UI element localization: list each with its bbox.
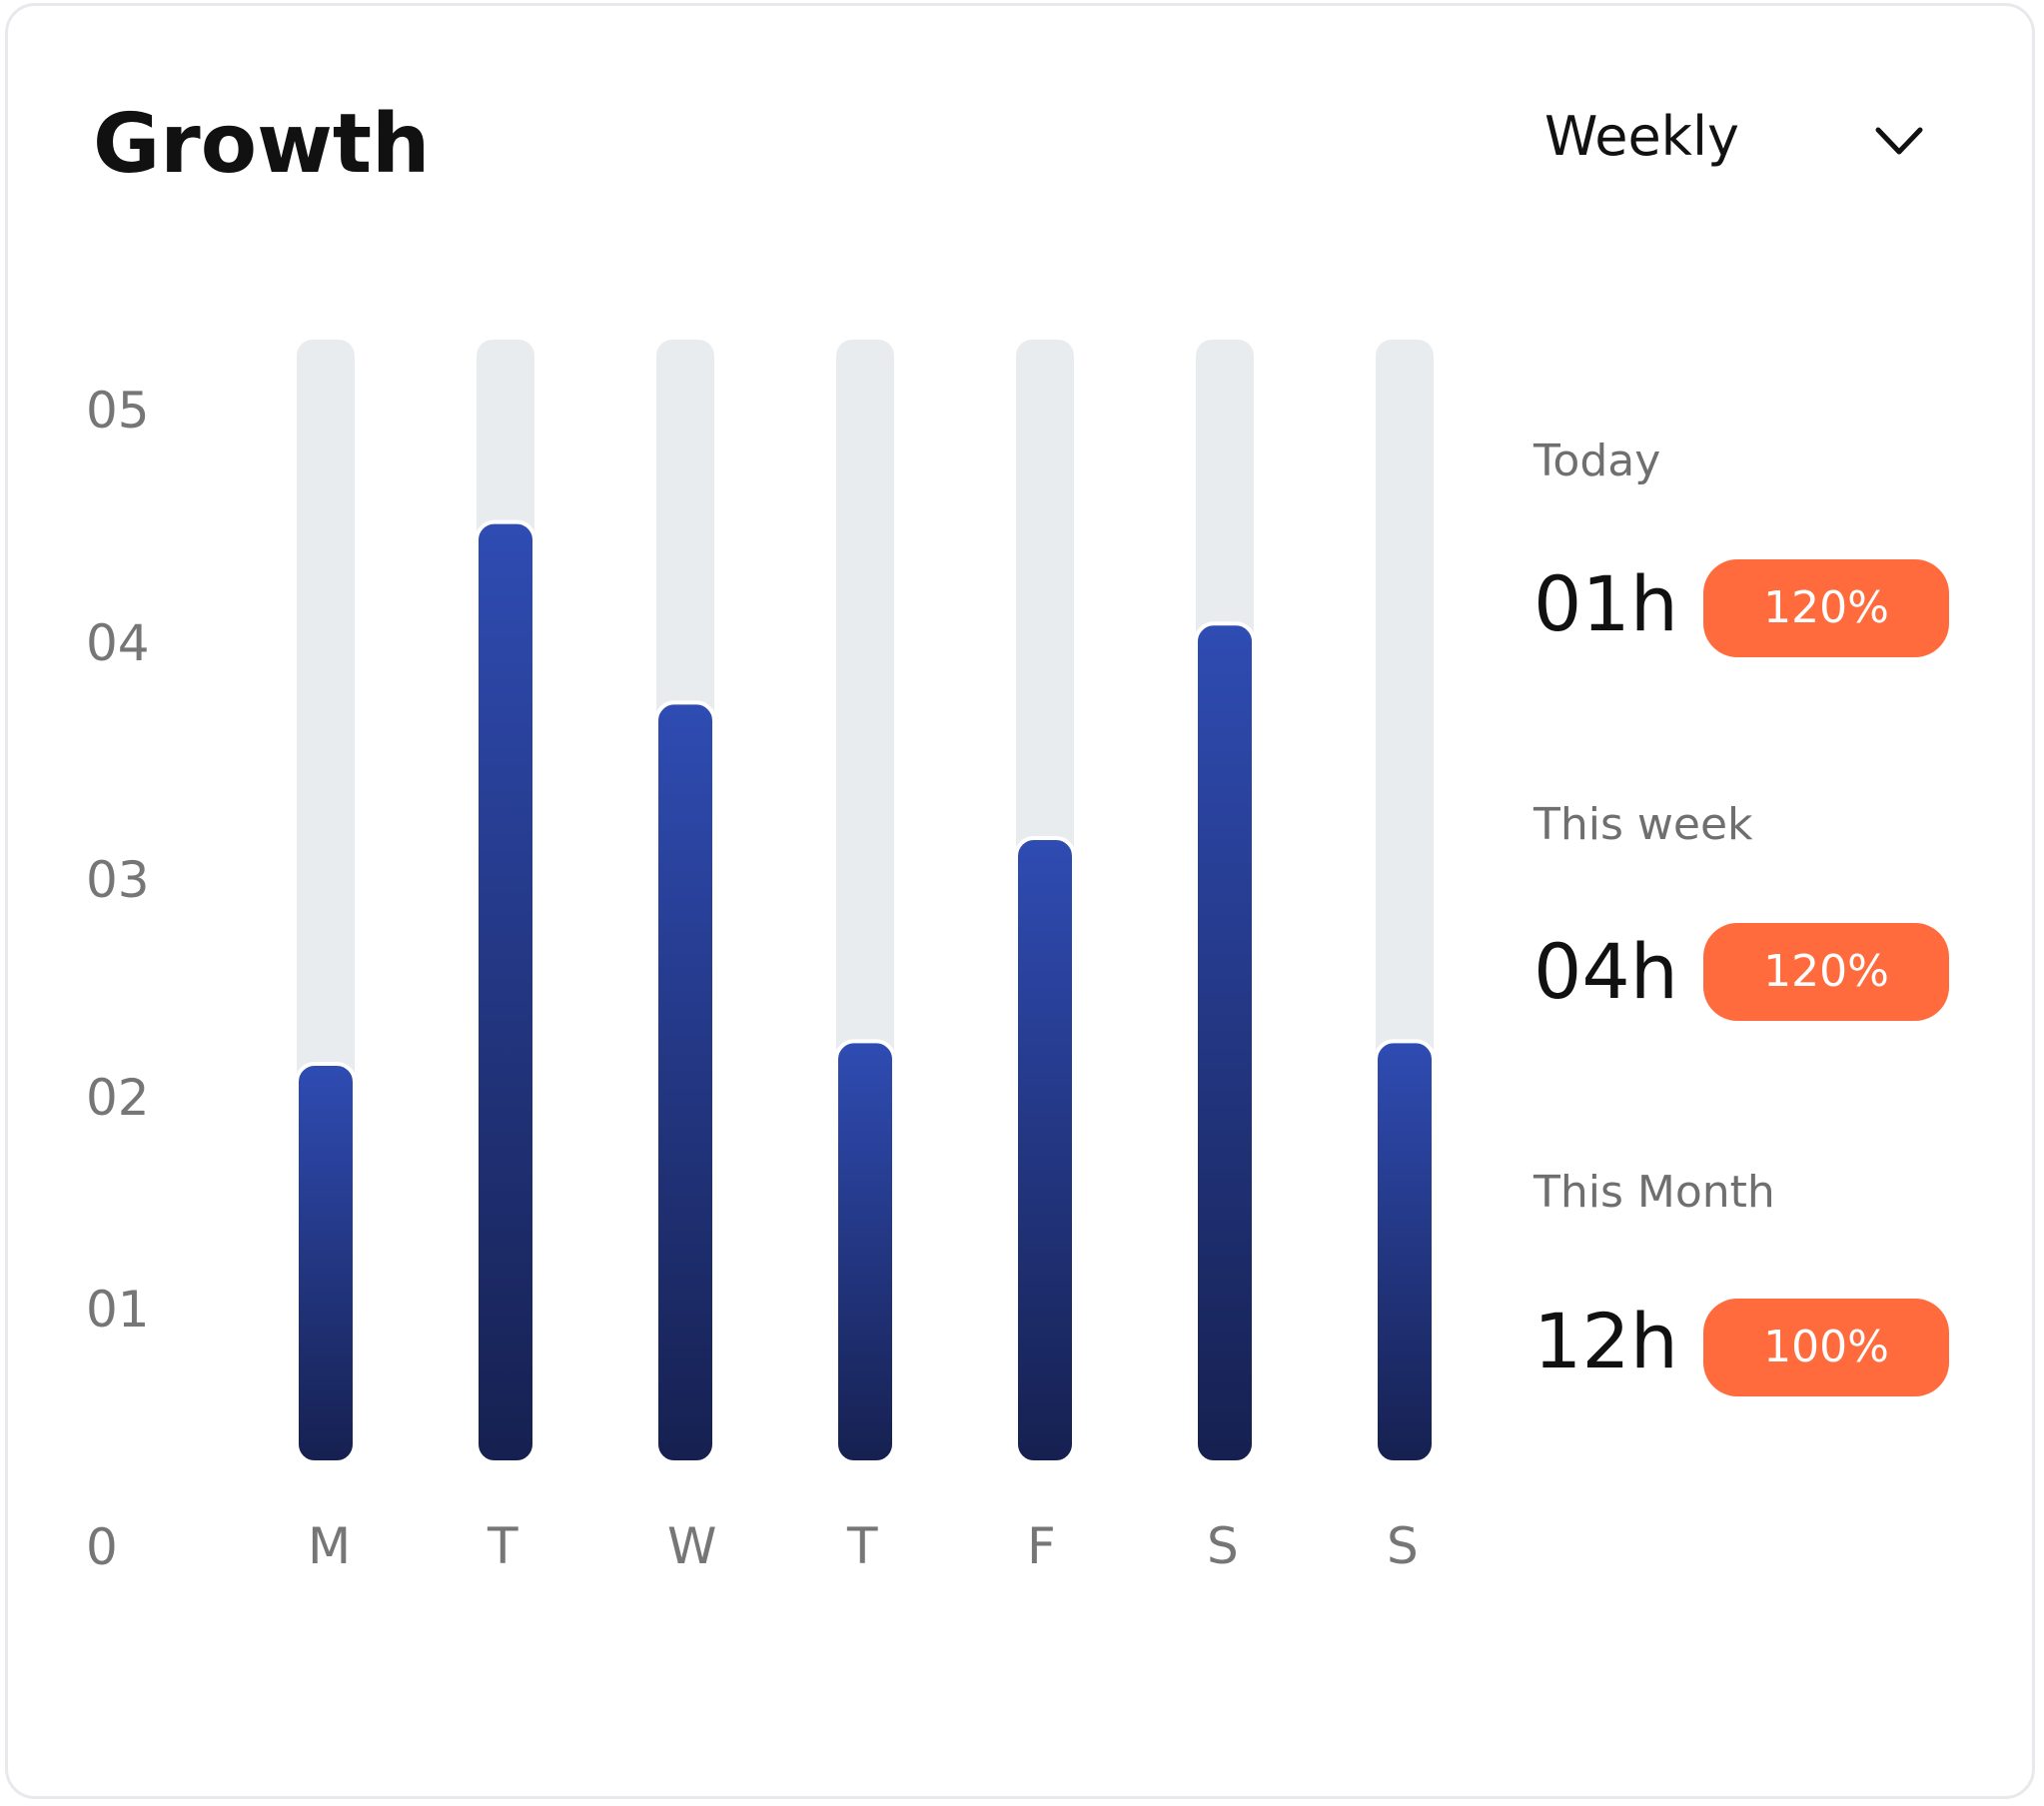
x-tick-label: S — [1207, 1517, 1239, 1575]
chevron-down-icon — [1875, 127, 1923, 155]
stat-week-badge: 120% — [1703, 923, 1949, 1021]
bar-3[interactable] — [654, 700, 716, 1464]
stat-week-label: This week — [1533, 799, 1753, 850]
bar-1[interactable] — [295, 1062, 357, 1464]
y-tick-label: 02 — [86, 1069, 150, 1127]
y-tick-label: 03 — [86, 851, 150, 909]
x-tick-label: W — [667, 1517, 716, 1575]
stat-today-label: Today — [1533, 436, 1661, 486]
bar-chart: 0 01 02 03 04 05 M T W T F S S — [86, 340, 1436, 1576]
y-tick-label: 04 — [86, 614, 150, 672]
stat-week-value: 04h — [1533, 927, 1678, 1016]
bar-2[interactable] — [475, 519, 536, 1464]
y-tick-label: 01 — [86, 1281, 150, 1339]
bar-4[interactable] — [834, 1039, 896, 1465]
period-dropdown-label: Weekly — [1544, 105, 1739, 168]
x-tick-label: T — [487, 1517, 518, 1575]
stat-today-badge: 120% — [1703, 559, 1949, 657]
y-tick-label: 0 — [86, 1518, 118, 1576]
bars-group — [295, 340, 1436, 1465]
x-tick-label: F — [1027, 1517, 1056, 1575]
x-tick-label: S — [1387, 1517, 1419, 1575]
bar-5[interactable] — [1014, 836, 1076, 1464]
period-dropdown[interactable]: Weekly — [1529, 100, 1938, 190]
stat-today-value: 01h — [1533, 559, 1678, 648]
y-tick-label: 05 — [86, 382, 150, 440]
stat-month-label: This Month — [1533, 1167, 1775, 1218]
card-title: Growth — [93, 97, 431, 192]
x-tick-label: T — [846, 1517, 878, 1575]
stat-month-value: 12h — [1533, 1297, 1678, 1385]
bar-6[interactable] — [1194, 621, 1256, 1464]
stat-month-badge: 100% — [1703, 1299, 1949, 1396]
y-axis: 0 01 02 03 04 05 — [86, 382, 150, 1576]
x-tick-label: M — [308, 1517, 351, 1575]
bar-7[interactable] — [1374, 1039, 1436, 1465]
